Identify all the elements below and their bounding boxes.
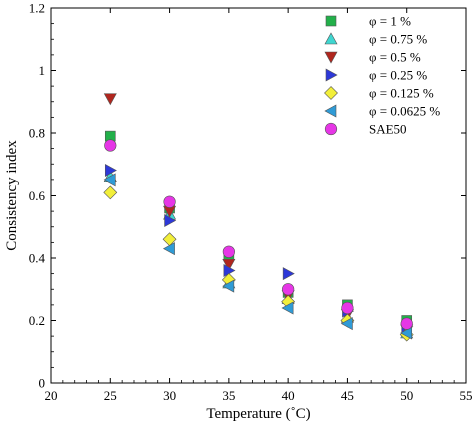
y-tick-label: 0.4 xyxy=(29,251,46,266)
data-point xyxy=(103,185,118,200)
y-tick-label: 0 xyxy=(39,376,46,391)
y-tick-label: 1.2 xyxy=(29,1,45,16)
legend: φ = 1 % φ = 0.75 % φ = 0.5 % φ = 0.25 % φ = … xyxy=(324,14,440,137)
legend-label: φ = 0.25 % xyxy=(369,68,427,83)
x-tick-label: 30 xyxy=(163,388,176,403)
data-point xyxy=(163,195,176,208)
legend-marker xyxy=(324,122,338,136)
series-6 xyxy=(104,139,413,330)
data-point xyxy=(282,267,295,281)
x-tick-label: 20 xyxy=(45,388,58,403)
data-point xyxy=(103,173,116,187)
legend-label: SAE50 xyxy=(369,122,407,137)
data-point xyxy=(104,163,117,178)
legend-marker xyxy=(324,51,338,64)
x-tick-label: 45 xyxy=(341,388,354,403)
data-point xyxy=(222,258,236,271)
legend-marker xyxy=(324,86,338,100)
x-tick-label: 50 xyxy=(400,388,413,403)
y-tick-label: 1 xyxy=(39,63,46,78)
data-point xyxy=(281,301,294,315)
legend-marker xyxy=(325,68,338,82)
series-0 xyxy=(104,130,413,326)
series-2 xyxy=(103,93,414,337)
data-point xyxy=(341,301,354,315)
y-axis-title: Consistency index xyxy=(4,140,20,251)
data-point xyxy=(222,245,235,258)
data-point xyxy=(164,213,177,228)
legend-label: φ = 1 % xyxy=(369,14,411,29)
data-point xyxy=(104,139,117,152)
legend-marker xyxy=(324,104,337,118)
x-tick-label: 35 xyxy=(222,388,235,403)
data-point xyxy=(400,317,413,330)
legend-label: φ = 0.125 % xyxy=(369,86,434,101)
legend-label: φ = 0.75 % xyxy=(369,32,427,47)
y-tick-label: 0.8 xyxy=(29,126,45,141)
legend-label: φ = 0.0625 % xyxy=(369,104,440,119)
y-tick-label: 0.2 xyxy=(29,313,45,328)
series-1 xyxy=(103,170,414,339)
series-5 xyxy=(103,173,413,340)
x-tick-label: 40 xyxy=(282,388,295,403)
x-tick-label: 55 xyxy=(460,388,473,403)
y-tick-label: 0.6 xyxy=(29,188,46,203)
legend-marker xyxy=(325,15,337,27)
data-point xyxy=(162,242,175,256)
x-tick-label: 25 xyxy=(104,388,117,403)
x-axis-title: Temperature (˚C) xyxy=(206,406,310,422)
data-point xyxy=(340,317,353,331)
data-point xyxy=(282,283,295,296)
series-3 xyxy=(104,163,414,334)
series-4 xyxy=(103,185,414,342)
data-point xyxy=(103,93,117,106)
data-point xyxy=(222,279,235,293)
data-point xyxy=(400,326,413,340)
legend-label: φ = 0.5 % xyxy=(369,50,421,65)
legend-marker xyxy=(324,32,338,45)
